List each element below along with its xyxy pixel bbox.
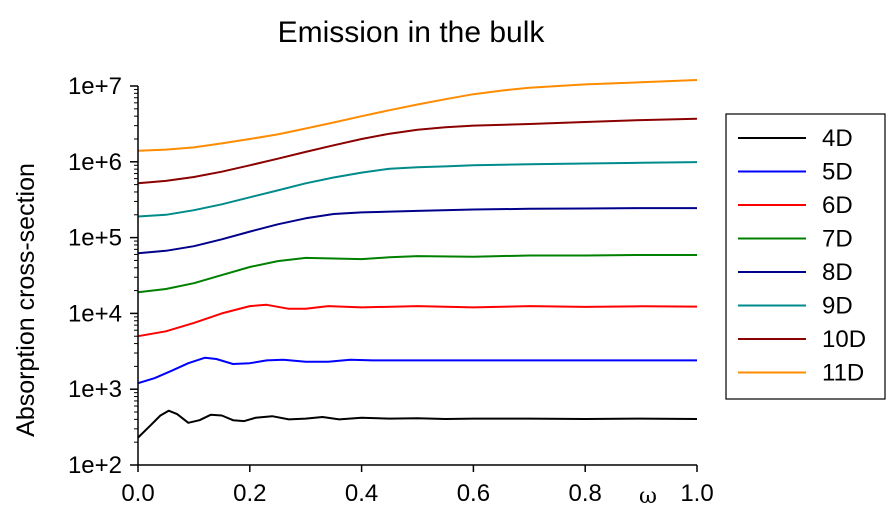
legend: 4D 5D 6D 7D 8D 9D 10D 11D — [725, 113, 886, 400]
y-tick-label: 1e+2 — [68, 452, 122, 479]
y-tick-label: 1e+3 — [68, 376, 122, 403]
y-tick-label: 1e+5 — [68, 225, 122, 252]
series-line-10d — [137, 117, 698, 185]
y-tick-label: 1e+7 — [68, 73, 122, 100]
x-tick-label: 0.4 — [345, 480, 378, 507]
series-line-6d — [137, 303, 698, 338]
x-tick-label: 1.0 — [680, 480, 713, 507]
series-line-9d — [137, 161, 698, 218]
legend-label-6d: 6D — [822, 192, 853, 219]
legend-label-11d: 11D — [822, 360, 864, 387]
plot-area — [137, 79, 698, 439]
y-axis-label: Absorption cross-section — [12, 163, 40, 437]
series-line-11d — [137, 79, 698, 152]
y-tick-label: 1e+6 — [68, 149, 122, 176]
legend-label-4d: 4D — [822, 125, 853, 152]
legend-label-9d: 9D — [822, 293, 853, 320]
x-tick-label: 0.8 — [569, 480, 602, 507]
legend-label-7d: 7D — [822, 226, 853, 253]
x-tick-label: 0.0 — [121, 480, 154, 507]
series-line-8d — [137, 207, 697, 255]
axes: 0.0 0.2 0.4 0.6 0.8 1.0 1e+2 1e+3 1e+4 1e+5 1e+6 1e… — [68, 73, 714, 507]
legend-label-10d: 10D — [822, 326, 866, 353]
chart-title: Emission in the bulk — [278, 16, 546, 49]
y-tick-label: 1e+4 — [68, 300, 122, 327]
legend-box — [725, 113, 886, 400]
series-line-4d — [137, 409, 698, 439]
series-line-5d — [137, 356, 697, 385]
x-axis-label: ω — [639, 484, 657, 509]
legend-label-8d: 8D — [822, 259, 853, 286]
series-line-7d — [137, 254, 697, 294]
legend-label-5d: 5D — [822, 159, 853, 186]
x-tick-label: 0.2 — [233, 480, 266, 507]
x-tick-label: 0.6 — [457, 480, 490, 507]
